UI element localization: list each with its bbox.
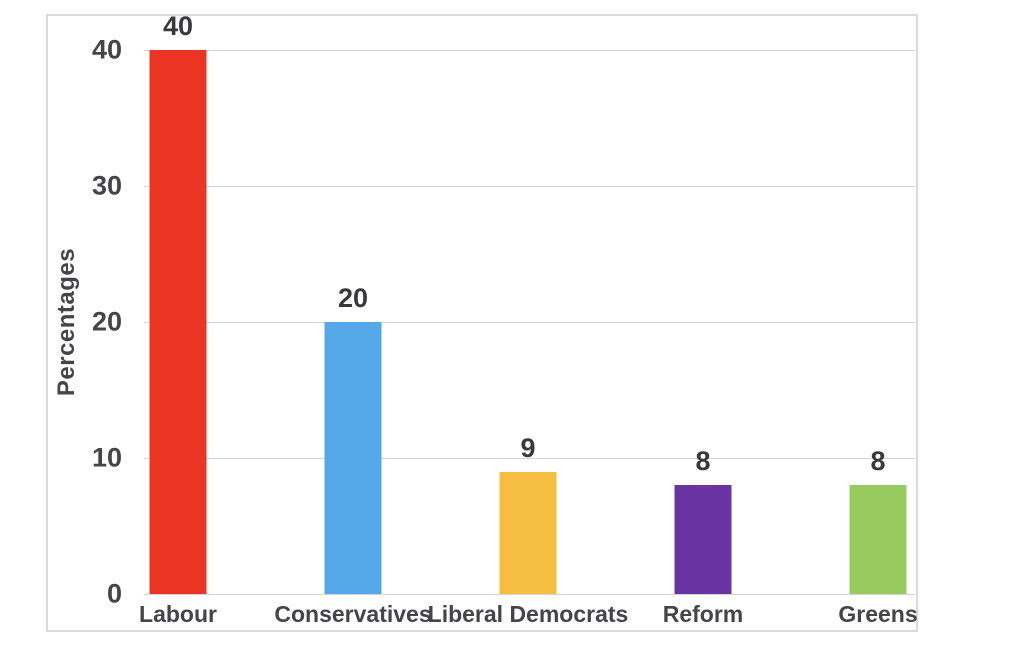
gridline bbox=[144, 322, 915, 323]
gridline bbox=[144, 458, 915, 459]
bar-reform bbox=[674, 485, 732, 594]
x-tick-label: Conservatives bbox=[274, 601, 432, 627]
bar-liberal-democrats bbox=[499, 471, 557, 594]
y-tick-label: 40 bbox=[91, 34, 122, 65]
bar-greens bbox=[849, 485, 907, 594]
y-tick-label: 30 bbox=[91, 170, 122, 201]
plot-area: 40 20 9 8 8 bbox=[144, 13, 915, 595]
x-tick-label: Greens bbox=[838, 601, 918, 627]
bar-labour bbox=[149, 50, 207, 594]
gridline bbox=[144, 186, 915, 187]
bar-value-label: 8 bbox=[695, 446, 711, 477]
x-tick-label: Reform bbox=[662, 601, 744, 627]
x-tick-label: Labour bbox=[139, 601, 217, 627]
bar-value-label: 40 bbox=[162, 11, 194, 41]
bar-value-label: 20 bbox=[337, 283, 369, 313]
y-tick-label: 10 bbox=[91, 442, 122, 473]
y-tick-label: 0 bbox=[106, 578, 122, 609]
bar-value-label: 9 bbox=[520, 432, 536, 463]
gridline bbox=[144, 594, 915, 595]
y-tick-label: 20 bbox=[91, 306, 122, 337]
bar-value-label: 8 bbox=[870, 446, 886, 477]
bar-chart: Percentages 40 20 9 8 8 0 10 20 30 40 Labour Conse… bbox=[46, 13, 918, 632]
gridline bbox=[144, 50, 915, 51]
bar-conservatives bbox=[324, 322, 382, 594]
x-tick-label: Liberal Democrats bbox=[427, 601, 629, 627]
